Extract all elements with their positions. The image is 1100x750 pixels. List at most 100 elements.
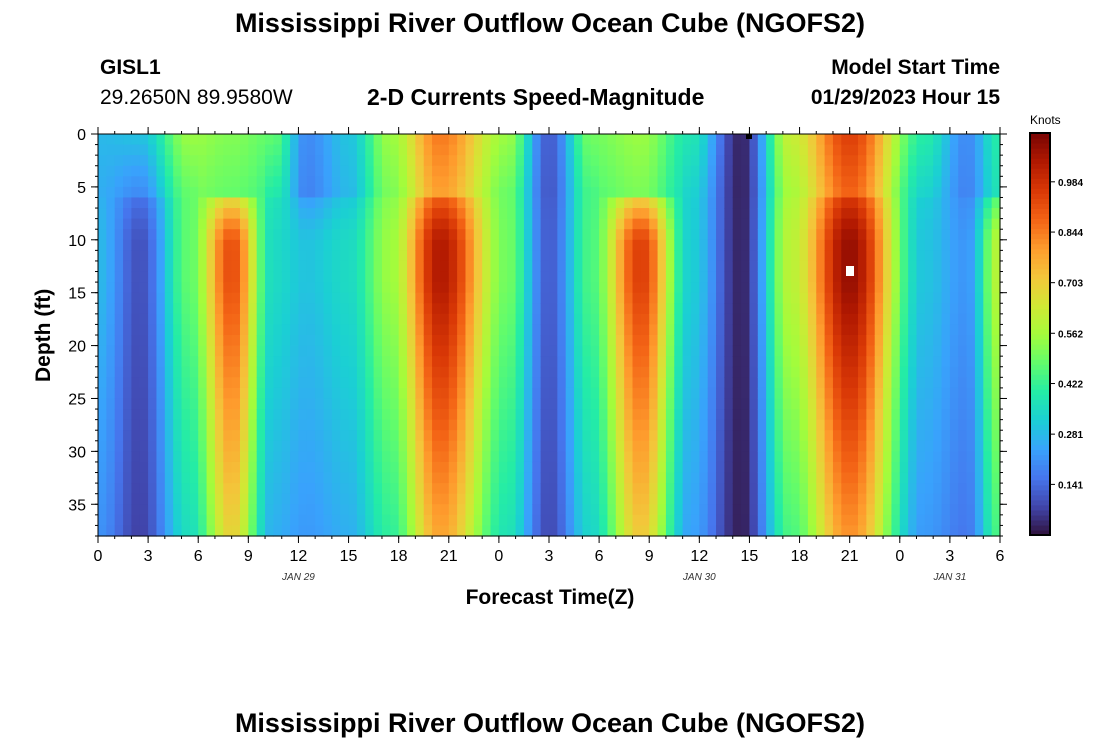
heat-cell: [824, 472, 834, 484]
heat-cell: [365, 292, 375, 304]
heat-cell: [749, 176, 759, 188]
heat-cell: [256, 250, 266, 262]
heat-cell: [540, 292, 550, 304]
heat-cell: [198, 271, 208, 283]
heat-cell: [206, 144, 216, 156]
heat-cell: [757, 239, 767, 251]
heat-cell: [916, 525, 926, 537]
heat-cell: [440, 356, 450, 368]
heat-cell: [732, 165, 742, 177]
heat-cell: [899, 387, 909, 400]
heat-cell: [473, 229, 483, 241]
heat-cell: [248, 144, 258, 156]
heat-cell: [356, 366, 366, 378]
heat-cell: [582, 451, 592, 463]
heat-cell: [774, 165, 784, 177]
heat-cell: [173, 430, 183, 442]
heat-cell: [899, 239, 909, 251]
heat-cell: [98, 472, 107, 484]
heat-cell: [206, 387, 216, 400]
heat-cell: [690, 186, 700, 199]
heat-cell: [131, 451, 141, 463]
heat-cell: [991, 313, 1001, 326]
heat-cell: [549, 419, 558, 431]
heat-cell: [724, 155, 734, 167]
heat-cell: [148, 387, 158, 400]
heat-cell: [265, 419, 274, 431]
heat-cell: [281, 303, 291, 315]
heat-cell: [206, 451, 216, 463]
heat-cell: [724, 313, 734, 326]
heat-cell: [949, 260, 959, 273]
heat-cell: [440, 176, 450, 188]
heat-cell: [924, 134, 934, 146]
heat-cell: [448, 155, 458, 167]
heat-cell: [682, 229, 692, 241]
heat-cell: [824, 345, 834, 357]
heat-cell: [206, 430, 216, 442]
heat-cell: [206, 472, 216, 484]
heat-cell: [265, 387, 274, 400]
heat-cell: [841, 398, 851, 410]
colorbar-segment: [1030, 394, 1050, 400]
heat-cell: [966, 335, 976, 347]
heat-cell: [657, 165, 667, 177]
heat-cell: [365, 271, 375, 283]
heat-cell: [674, 335, 684, 347]
heat-cell: [265, 134, 274, 146]
heat-cell: [582, 324, 592, 336]
heat-cell: [348, 176, 358, 188]
heat-cell: [899, 335, 909, 347]
heat-cell: [515, 419, 525, 431]
heat-cell: [281, 398, 291, 410]
heat-cell: [223, 345, 233, 357]
heat-cell: [281, 366, 291, 378]
heat-cell: [131, 461, 141, 474]
heat-cell: [958, 324, 968, 336]
colorbar-segment: [1030, 238, 1050, 245]
heat-cell: [649, 324, 659, 336]
heat-cell: [440, 440, 450, 452]
heat-cell: [131, 250, 141, 262]
heat-cell: [791, 419, 801, 431]
heat-cell: [423, 387, 433, 400]
heat-cell: [290, 461, 300, 474]
heat-cell: [365, 313, 375, 326]
heat-cell: [373, 292, 383, 304]
heat-cell: [782, 313, 792, 326]
heat-cell: [373, 377, 383, 389]
heat-cell: [640, 525, 650, 537]
heat-cell: [557, 451, 567, 463]
heat-cell: [239, 430, 249, 442]
heat-cell: [607, 218, 617, 230]
heat-cell: [724, 525, 734, 537]
heat-cell: [98, 313, 107, 326]
heat-cell: [239, 504, 249, 516]
heat-cell: [248, 377, 258, 389]
heat-cell: [98, 483, 107, 495]
heat-cell: [841, 260, 851, 273]
heat-cell: [716, 271, 725, 283]
heat-cell: [256, 239, 266, 251]
heat-cell: [799, 229, 809, 241]
heat-cell: [874, 504, 884, 516]
heat-cell: [716, 356, 725, 368]
model-start-label: Model Start Time: [831, 56, 1000, 79]
heat-cell: [98, 440, 107, 452]
heat-cell: [390, 493, 400, 505]
heat-cell: [891, 176, 901, 188]
heat-cell: [590, 186, 600, 199]
heat-cell: [615, 260, 625, 273]
heat-cell: [682, 292, 692, 304]
heat-cell: [891, 493, 901, 505]
heat-cell: [365, 387, 375, 400]
heat-cell: [473, 324, 483, 336]
heat-cell: [841, 324, 851, 336]
heat-cell: [766, 504, 776, 516]
heat-cell: [189, 282, 199, 294]
heat-cell: [156, 525, 166, 537]
heat-cell: [515, 292, 525, 304]
heat-cell: [340, 514, 350, 527]
heat-cell: [707, 377, 717, 389]
heat-cell: [741, 419, 751, 431]
